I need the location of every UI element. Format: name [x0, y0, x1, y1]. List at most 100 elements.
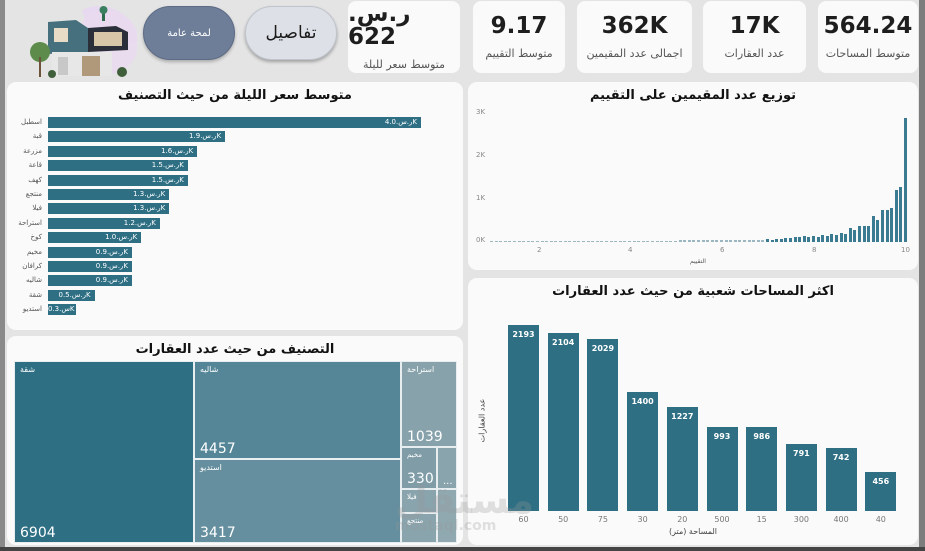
histogram-bar	[503, 241, 507, 242]
bar-row: اسطبل ر.س.4.0K	[7, 117, 463, 128]
cell-value: 4457	[200, 441, 236, 457]
histogram-bar[interactable]	[789, 238, 792, 242]
histogram-bar[interactable]	[784, 237, 788, 242]
bar[interactable]: س.0.3K	[48, 304, 76, 316]
bar[interactable]: ر.س.1.9K	[48, 131, 226, 143]
histogram-bar[interactable]	[835, 234, 838, 242]
histogram-bar	[568, 241, 572, 242]
histogram-bar[interactable]	[876, 219, 880, 242]
histogram-bar[interactable]	[844, 234, 848, 242]
bar[interactable]: ر.س.0.5K	[48, 289, 95, 301]
histogram-bar[interactable]	[793, 237, 797, 242]
histogram-bar	[706, 240, 710, 242]
histogram-bar[interactable]	[899, 195, 903, 242]
histogram-bar[interactable]	[798, 237, 802, 242]
treemap-cell-resort[interactable]: منتجع	[401, 513, 437, 543]
histogram-bar[interactable]	[830, 233, 834, 242]
histogram-bar	[678, 240, 682, 242]
area-bar[interactable]: 2193	[508, 325, 539, 511]
panel-title: اكثر المساحات شعبية من حيث عدد العقارات	[552, 284, 834, 299]
histogram-bar[interactable]	[770, 239, 774, 242]
histogram-bar[interactable]	[894, 190, 898, 242]
histogram-bar	[522, 241, 526, 242]
x-axis-title: المساحة (متر)	[669, 527, 717, 536]
bar-row: قبة ر.س.1.9K	[7, 131, 463, 143]
histogram-bar[interactable]	[862, 228, 866, 242]
bar[interactable]: ر.س.1.2K	[48, 217, 160, 229]
treemap-cell-camp[interactable]: مخيم 330	[401, 447, 437, 489]
kpi-label: متوسط التقييم	[485, 46, 553, 60]
bar[interactable]: ر.س.1.6K	[48, 145, 198, 157]
area-bar[interactable]: 1227	[666, 406, 698, 511]
treemap-panel: التصنيف من حيث عدد العقارات شقة 6904 شال…	[7, 336, 463, 545]
histogram-bar[interactable]	[867, 225, 871, 242]
area-bar[interactable]: 456	[865, 472, 897, 511]
bar[interactable]: ر.س.4.0K	[48, 117, 421, 128]
histogram-bar	[508, 241, 512, 242]
x-tick: 60	[518, 515, 529, 524]
histogram-bar	[605, 241, 608, 242]
bar[interactable]: ر.س.1.5K	[48, 174, 188, 186]
bar-row: قاعة ر.س.1.5K	[7, 160, 463, 172]
histogram-bar	[549, 241, 553, 242]
histogram-bar[interactable]	[807, 236, 811, 242]
kpi-value: ر.س. 622	[348, 1, 411, 50]
histogram-bar[interactable]	[825, 235, 829, 242]
histogram-bar[interactable]	[821, 234, 825, 242]
histogram-bar	[752, 240, 756, 242]
bar[interactable]: ر.س.1.5K	[48, 160, 188, 172]
area-bar[interactable]: 2029	[587, 338, 619, 511]
bar-label: شقة	[28, 290, 42, 299]
area-bar[interactable]: 986	[746, 427, 778, 511]
histogram-bar	[646, 241, 650, 242]
bar[interactable]: ر.س.1.3K	[48, 189, 170, 200]
histogram-bar[interactable]	[779, 239, 783, 242]
treemap-cell-resthouse[interactable]: استراحة 1039	[401, 361, 457, 447]
histogram-bar[interactable]	[802, 236, 806, 242]
price-bar-chart: اسطبل ر.س.4.0K قبة ر.س.1.9K مزرعة ر.س.1.6K قاع…	[7, 117, 463, 317]
bar[interactable]: ر.س.1.0K	[48, 232, 142, 244]
area-bar[interactable]: 993	[706, 426, 738, 511]
details-button[interactable]: تفاصيل	[245, 6, 337, 60]
treemap-cell-small[interactable]	[437, 489, 457, 543]
histogram-bar[interactable]	[885, 209, 889, 242]
histogram-bar[interactable]	[853, 230, 857, 242]
bar[interactable]: ر.س.0.9K	[48, 275, 132, 287]
bar-row: كهف ر.س.1.5K	[7, 174, 463, 186]
area-bar[interactable]: 2104	[547, 332, 579, 511]
bar[interactable]: ر.س.0.9K	[48, 261, 132, 272]
bar[interactable]: ر.س.0.9K	[48, 246, 132, 258]
treemap-cell-chalet[interactable]: شاليه 4457	[194, 361, 401, 459]
area-bar[interactable]: 742	[825, 448, 857, 511]
histogram-bar[interactable]	[766, 239, 769, 242]
x-tick: 75	[597, 515, 608, 524]
histogram-bar[interactable]	[858, 225, 861, 242]
watermark-url: mostaql.com	[395, 518, 497, 534]
overview-button[interactable]: لمحة عامة	[143, 6, 235, 60]
house-illustration	[30, 5, 137, 78]
area-bar[interactable]: 791	[785, 443, 817, 511]
bar-row: شاليه ر.س.0.9K	[7, 275, 463, 287]
bar[interactable]: ر.س.1.3K	[48, 203, 170, 215]
histogram-bar	[586, 241, 590, 242]
histogram-bar[interactable]	[881, 214, 884, 242]
histogram-bar[interactable]	[890, 213, 894, 242]
treemap-cell-villa[interactable]: فيلا	[401, 489, 437, 513]
histogram-bar[interactable]	[812, 235, 815, 242]
histogram-bar[interactable]	[775, 238, 779, 242]
treemap-cell-studio[interactable]: استديو 3417	[194, 459, 401, 543]
histogram-bar[interactable]	[871, 219, 875, 242]
histogram-bar[interactable]	[816, 236, 820, 242]
histogram-bar[interactable]	[848, 228, 852, 242]
histogram-bar	[692, 240, 696, 242]
kpi-label: عدد العقارات	[724, 46, 785, 60]
histogram-bar	[632, 241, 636, 242]
panel-title: التصنيف من حيث عدد العقارات	[135, 342, 335, 357]
histogram-bar[interactable]	[904, 118, 907, 242]
area-bar[interactable]: 1400	[627, 392, 659, 511]
histogram-bar	[729, 240, 733, 242]
histogram-bar[interactable]	[839, 232, 843, 242]
histogram-bar	[499, 241, 503, 242]
treemap-cell-more[interactable]: ...	[437, 447, 457, 489]
treemap-cell-apartment[interactable]: شقة 6904	[14, 361, 194, 543]
